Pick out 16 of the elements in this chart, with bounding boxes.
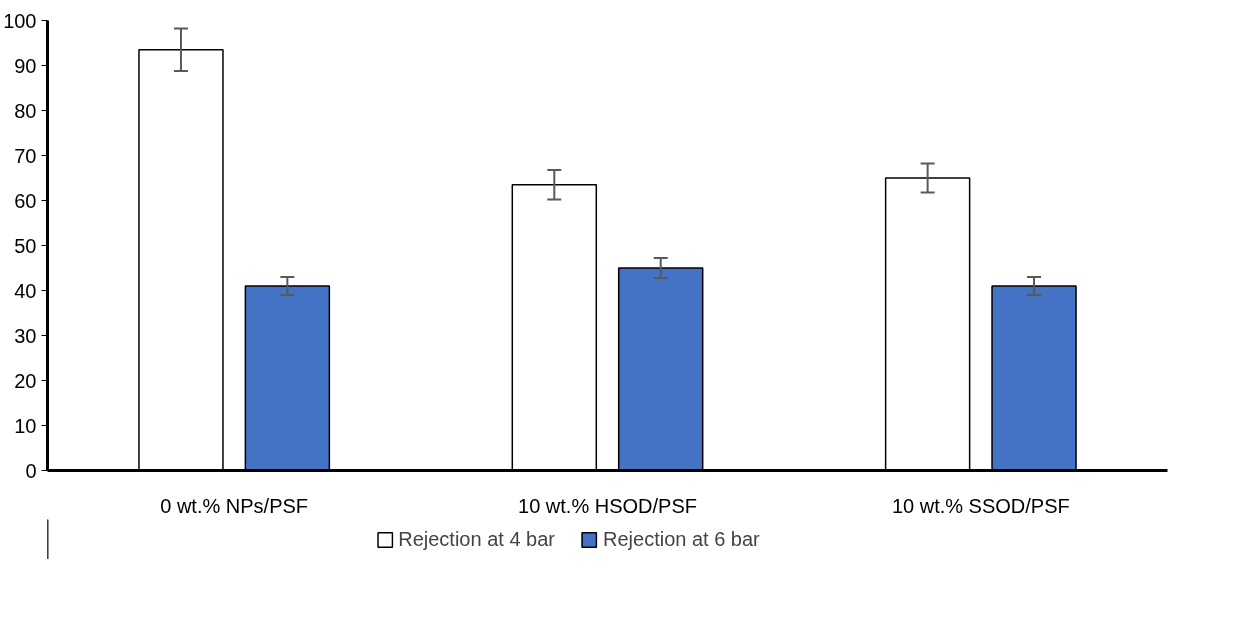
y-tick-label: 90: [14, 54, 37, 77]
y-tick-label: 80: [14, 99, 37, 122]
y-tick-label: 30: [14, 324, 37, 347]
y-tick-label: 70: [14, 144, 37, 167]
legend-label: Rejection at 6 bar: [603, 527, 760, 551]
y-tick-label: 100: [3, 9, 37, 32]
y-tick-label: 60: [14, 189, 37, 212]
x-tick-label: 0 wt.% NPs/PSF: [160, 494, 309, 517]
y-tick-label: 50: [14, 234, 37, 257]
x-tick-label: 10 wt.% HSOD/PSF: [518, 494, 697, 517]
y-tick-label: 0: [25, 459, 37, 482]
y-tick-label: 20: [14, 369, 37, 392]
y-tick-label: 10: [14, 414, 37, 437]
legend-label: Rejection at 4 bar: [398, 527, 555, 551]
x-tick-label: 10 wt.% SSOD/PSF: [891, 494, 1070, 517]
y-tick-label: 40: [14, 279, 37, 302]
